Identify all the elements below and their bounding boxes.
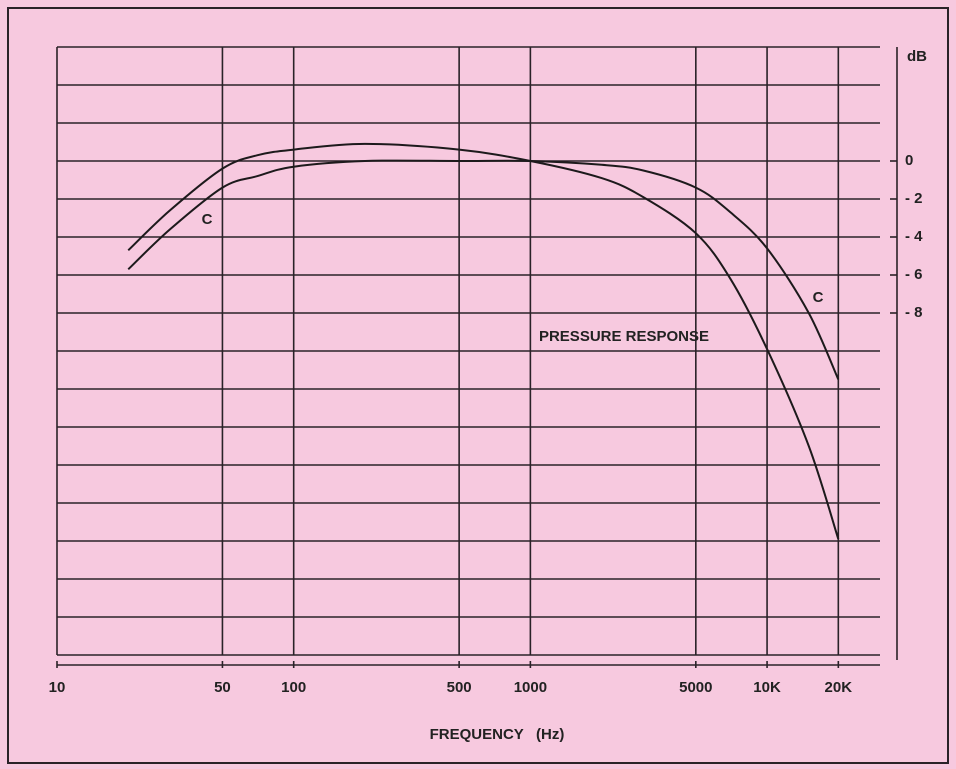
curve	[127, 142, 840, 540]
y-tick-label: 0	[905, 152, 913, 169]
x-axis-title: FREQUENCY (Hz)	[430, 726, 565, 743]
x-tick-label: 10	[49, 679, 66, 696]
x-tick-label: 50	[214, 679, 231, 696]
curve-label: PRESSURE RESPONSE	[539, 328, 709, 345]
x-tick-label: 100	[281, 679, 306, 696]
x-tick-label: 10K	[753, 679, 781, 696]
curve	[127, 159, 840, 380]
y-tick-label: - 6	[905, 266, 923, 283]
y-tick-label: - 2	[905, 190, 923, 207]
x-tick-label: 500	[447, 679, 472, 696]
y-tick-label: - 4	[905, 228, 923, 245]
frame	[7, 7, 949, 764]
x-tick-label: 1000	[514, 679, 547, 696]
y-tick-label: - 8	[905, 304, 923, 321]
curve-label: C	[813, 289, 824, 306]
y-axis-unit: dB	[907, 48, 927, 65]
x-tick-label: 5000	[679, 679, 712, 696]
x-tick-label: 20K	[825, 679, 853, 696]
curve-label: C	[202, 211, 213, 228]
